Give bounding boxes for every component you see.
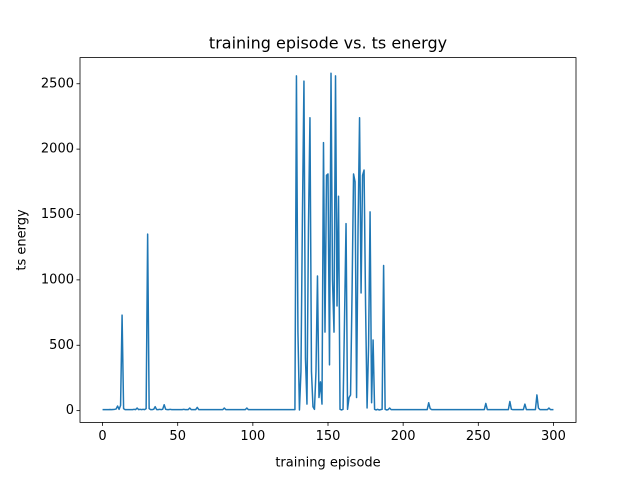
data-line <box>102 72 554 411</box>
y-tick-label: 1500 <box>41 207 74 222</box>
y-tick-label: 2500 <box>41 76 74 91</box>
x-tick-label: 100 <box>240 429 265 444</box>
y-tick-label: 0 <box>66 403 74 418</box>
y-tick-label: 1000 <box>41 272 74 287</box>
plot-frame <box>79 57 577 423</box>
x-tick-label: 200 <box>391 429 416 444</box>
x-tick-label: 0 <box>98 429 106 444</box>
x-tick-label: 250 <box>466 429 491 444</box>
x-tick-label: 150 <box>316 429 341 444</box>
y-tick-label: 2000 <box>41 142 74 157</box>
y-tick-label: 500 <box>49 338 74 353</box>
x-axis-label: training episode <box>275 456 380 471</box>
chart-title: training episode vs. ts energy <box>209 34 447 53</box>
x-tick-label: 300 <box>541 429 566 444</box>
y-axis-label: ts energy <box>15 209 30 271</box>
x-tick-label: 50 <box>169 429 186 444</box>
